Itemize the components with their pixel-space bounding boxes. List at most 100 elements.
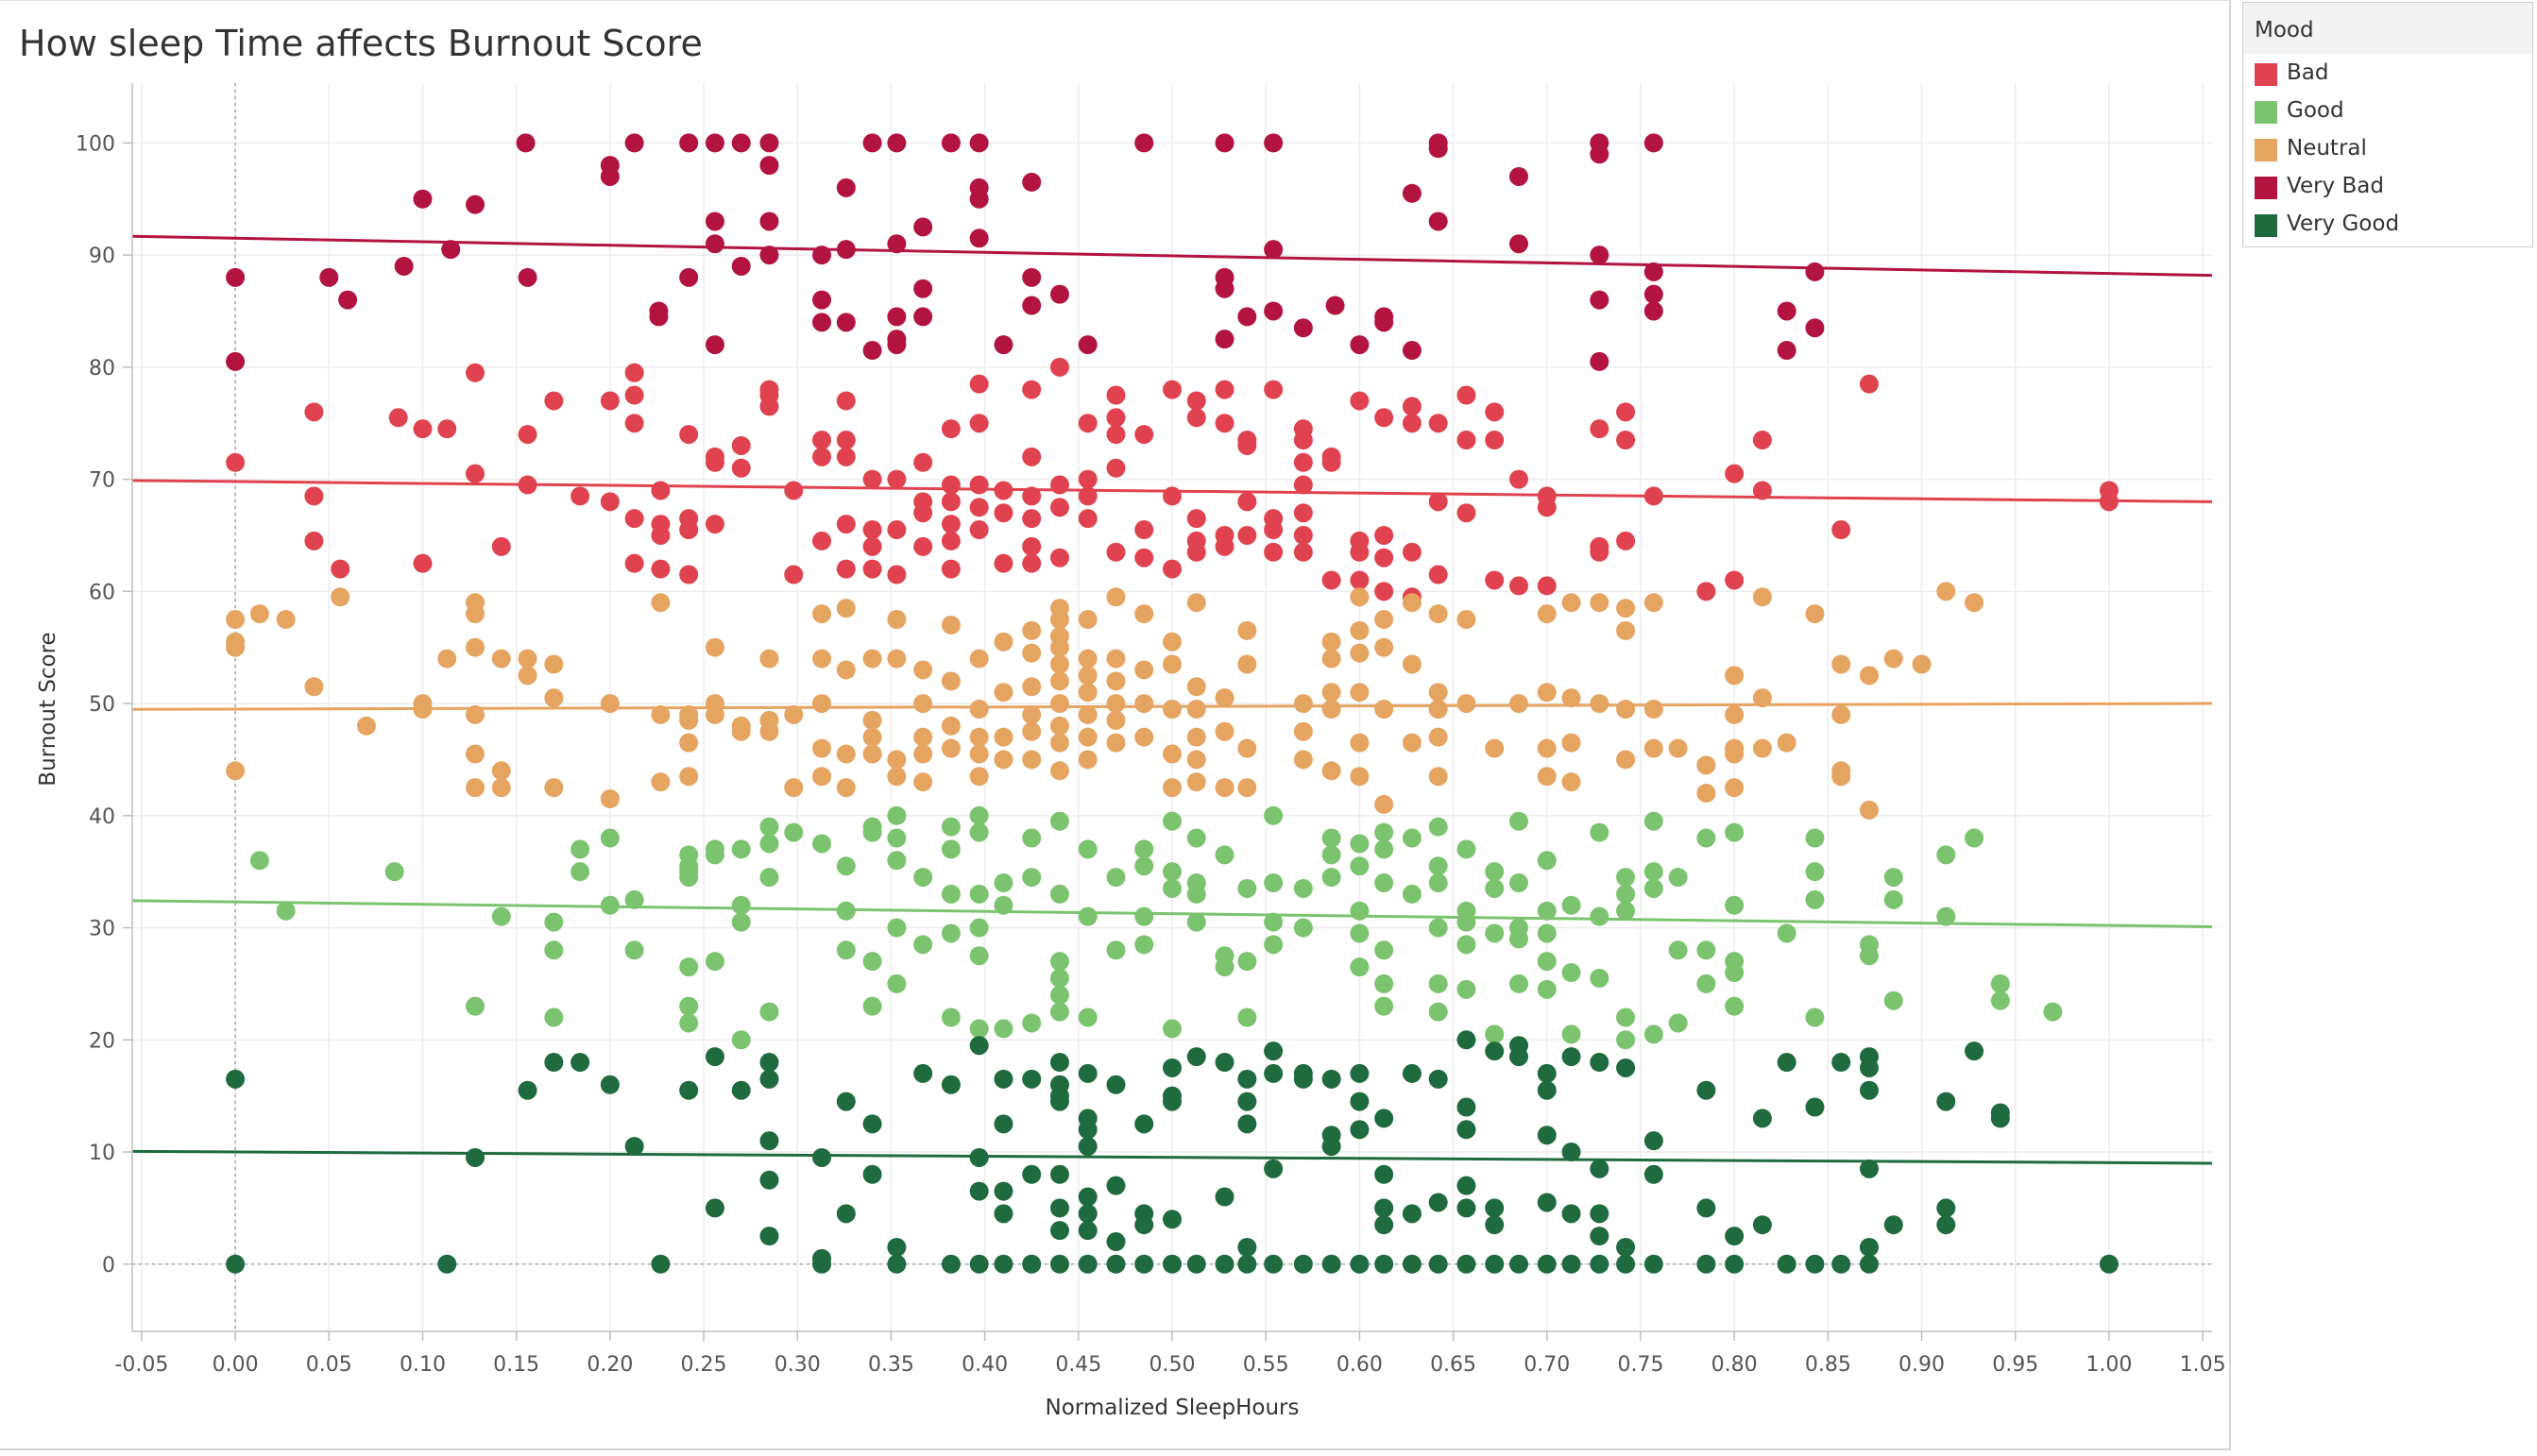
data-point-bad[interactable]: [1215, 414, 1234, 433]
data-point-bad[interactable]: [1831, 520, 1851, 540]
data-point-bad[interactable]: [913, 503, 933, 523]
data-point-very-bad[interactable]: [1049, 284, 1069, 304]
data-point-very-good[interactable]: [1049, 1053, 1069, 1073]
data-point-very-bad[interactable]: [887, 133, 907, 153]
data-point-neutral[interactable]: [1215, 721, 1234, 741]
data-point-very-good[interactable]: [1078, 1137, 1098, 1157]
data-point-very-good[interactable]: [836, 1204, 856, 1224]
data-point-very-bad[interactable]: [1215, 330, 1234, 349]
data-point-good[interactable]: [1350, 923, 1370, 943]
data-point-neutral[interactable]: [1293, 721, 1313, 741]
data-point-neutral[interactable]: [862, 710, 882, 730]
data-point-neutral[interactable]: [1106, 587, 1126, 607]
data-point-neutral[interactable]: [1616, 750, 1636, 770]
data-point-very-bad[interactable]: [969, 229, 989, 248]
data-point-very-good[interactable]: [1264, 1159, 1284, 1178]
data-point-good[interactable]: [759, 834, 779, 854]
data-point-good[interactable]: [994, 895, 1013, 915]
data-point-very-good[interactable]: [969, 1036, 989, 1056]
data-point-very-good[interactable]: [2099, 1254, 2119, 1274]
data-point-very-good[interactable]: [1374, 1164, 1394, 1184]
data-point-very-good[interactable]: [1264, 1063, 1284, 1083]
data-point-good[interactable]: [1215, 845, 1234, 865]
data-point-neutral[interactable]: [1561, 688, 1581, 708]
data-point-neutral[interactable]: [969, 700, 989, 719]
data-point-good[interactable]: [1643, 862, 1663, 882]
data-point-very-bad[interactable]: [679, 133, 699, 153]
data-point-very-bad[interactable]: [969, 133, 989, 153]
data-point-very-good[interactable]: [1590, 1227, 1609, 1246]
data-point-very-bad[interactable]: [759, 245, 779, 265]
data-point-good[interactable]: [994, 1019, 1013, 1039]
data-point-very-good[interactable]: [1049, 1164, 1069, 1184]
data-point-neutral[interactable]: [812, 649, 832, 669]
data-point-very-good[interactable]: [1616, 1254, 1636, 1274]
data-point-very-good[interactable]: [1264, 1041, 1284, 1061]
data-point-neutral[interactable]: [1350, 587, 1370, 607]
data-point-very-good[interactable]: [1215, 1187, 1234, 1207]
data-point-neutral[interactable]: [679, 767, 699, 787]
data-point-good[interactable]: [1805, 862, 1825, 882]
data-point-good[interactable]: [1616, 901, 1636, 921]
data-point-very-bad[interactable]: [1643, 133, 1663, 153]
data-point-neutral[interactable]: [466, 704, 485, 724]
data-point-good[interactable]: [1777, 923, 1796, 943]
data-point-good[interactable]: [969, 884, 989, 904]
data-point-very-good[interactable]: [1022, 1164, 1042, 1184]
data-point-neutral[interactable]: [759, 649, 779, 669]
data-point-good[interactable]: [862, 996, 882, 1016]
data-point-neutral[interactable]: [994, 750, 1013, 770]
data-point-very-good[interactable]: [1293, 1254, 1313, 1274]
data-point-bad[interactable]: [1163, 559, 1182, 579]
data-point-good[interactable]: [1805, 889, 1825, 909]
data-point-good[interactable]: [624, 940, 644, 960]
data-point-very-bad[interactable]: [759, 133, 779, 153]
data-point-good[interactable]: [731, 839, 751, 859]
data-point-neutral[interactable]: [913, 727, 933, 747]
data-point-good[interactable]: [1428, 856, 1448, 876]
data-point-neutral[interactable]: [913, 772, 933, 792]
data-point-good[interactable]: [1428, 1002, 1448, 1022]
data-point-bad[interactable]: [1022, 536, 1042, 556]
data-point-bad[interactable]: [600, 492, 620, 512]
data-point-very-good[interactable]: [1106, 1254, 1126, 1274]
data-point-good[interactable]: [1374, 873, 1394, 893]
data-point-very-good[interactable]: [994, 1114, 1013, 1134]
data-point-neutral[interactable]: [1078, 666, 1098, 686]
data-point-good[interactable]: [1561, 1024, 1581, 1044]
data-point-good[interactable]: [1321, 868, 1341, 888]
data-point-good[interactable]: [1264, 805, 1284, 825]
data-point-very-good[interactable]: [1859, 1080, 1879, 1100]
data-point-neutral[interactable]: [1049, 716, 1069, 736]
data-point-good[interactable]: [1374, 996, 1394, 1016]
data-point-neutral[interactable]: [887, 767, 907, 787]
data-point-neutral[interactable]: [1912, 654, 1932, 674]
data-point-very-good[interactable]: [1215, 1254, 1234, 1274]
data-point-good[interactable]: [1456, 912, 1476, 932]
data-point-bad[interactable]: [887, 565, 907, 584]
data-point-neutral[interactable]: [1237, 778, 1257, 798]
data-point-bad[interactable]: [836, 447, 856, 466]
data-point-very-good[interactable]: [1374, 1109, 1394, 1128]
data-point-bad[interactable]: [1428, 492, 1448, 512]
data-point-very-bad[interactable]: [969, 189, 989, 209]
data-point-very-bad[interactable]: [812, 290, 832, 310]
data-point-very-bad[interactable]: [913, 217, 933, 237]
data-point-neutral[interactable]: [1561, 733, 1581, 753]
data-point-neutral[interactable]: [1428, 727, 1448, 747]
data-point-very-good[interactable]: [1078, 1254, 1098, 1274]
data-point-very-bad[interactable]: [1374, 313, 1394, 332]
data-point-good[interactable]: [969, 822, 989, 842]
data-point-good[interactable]: [1616, 884, 1636, 904]
data-point-very-good[interactable]: [1805, 1097, 1825, 1117]
data-point-bad[interactable]: [1134, 548, 1154, 567]
data-point-neutral[interactable]: [491, 649, 511, 669]
data-point-very-good[interactable]: [1752, 1109, 1772, 1128]
data-point-very-bad[interactable]: [705, 234, 724, 254]
data-point-very-good[interactable]: [836, 1092, 856, 1111]
data-point-good[interactable]: [1668, 1013, 1688, 1033]
data-point-bad[interactable]: [784, 565, 804, 584]
data-point-bad[interactable]: [1106, 458, 1126, 478]
data-point-very-bad[interactable]: [705, 133, 724, 153]
data-point-very-bad[interactable]: [516, 133, 536, 153]
